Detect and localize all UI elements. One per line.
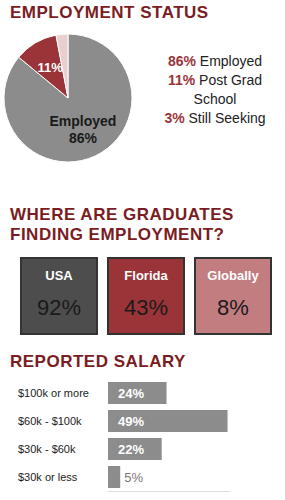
svg-text:86%: 86%: [69, 130, 98, 146]
svg-text:24%: 24%: [118, 386, 144, 401]
svg-text:Employed: Employed: [49, 113, 116, 129]
svg-text:$60k - $100k: $60k - $100k: [18, 415, 82, 427]
html-text:3% Still Seeking: 3% Still Seeking: [164, 110, 266, 126]
html-text:USA: USA: [45, 268, 73, 283]
svg-text:$100k or more: $100k or more: [18, 387, 89, 399]
html-text:92%: 92%: [37, 295, 81, 320]
html-text:WHERE ARE GRADUATES FINDING EM: WHERE ARE GRADUATES FINDING EMPLOYMENT?: [10, 205, 234, 244]
svg-text:49%: 49%: [118, 414, 144, 429]
svg-text:22%: 22%: [118, 442, 144, 457]
svg-text:11%: 11%: [38, 60, 64, 75]
svg-text:5%: 5%: [124, 470, 143, 485]
html-text:8%: 8%: [217, 295, 249, 320]
svg-text:$30k - $60k: $30k - $60k: [18, 443, 76, 455]
html-text:EMPLOYMENT STATUS: EMPLOYMENT STATUS: [10, 3, 209, 22]
svg-text:$30k or less: $30k or less: [18, 471, 78, 483]
html-text:Florida: Florida: [124, 268, 168, 283]
html-text:86% Employed: 86% Employed: [167, 53, 263, 69]
html-text:REPORTED SALARY: REPORTED SALARY: [10, 352, 186, 371]
html-text:Globally: Globally: [207, 268, 259, 283]
html-text:11% Post Grad School: 11% Post Grad School: [167, 72, 263, 107]
html-text:43%: 43%: [124, 295, 168, 320]
